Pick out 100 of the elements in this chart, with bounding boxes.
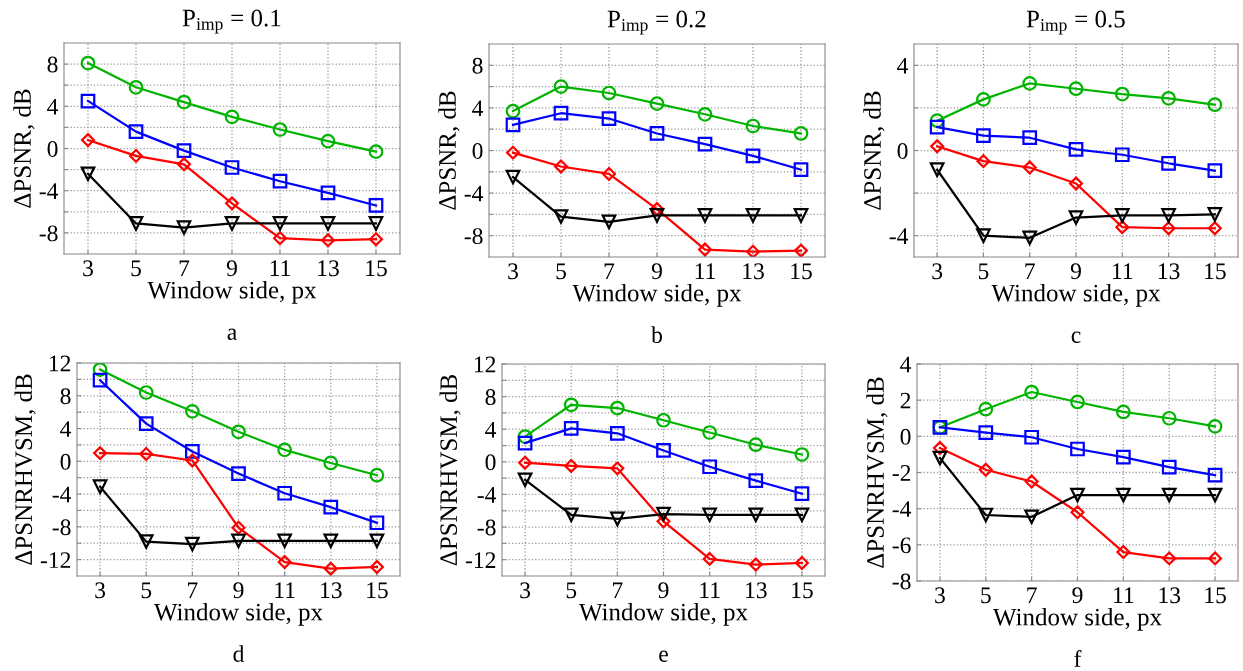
point	[1162, 551, 1177, 566]
point	[177, 157, 191, 172]
point	[554, 159, 568, 174]
x-tick-label: 3	[83, 260, 93, 277]
x-tick-label: 9	[1072, 587, 1083, 604]
x-tick-label: 5	[141, 582, 152, 599]
text: a	[227, 328, 237, 340]
point	[697, 106, 713, 122]
y-tick-label: 4	[47, 98, 59, 115]
x-axis-title: Window side, px	[578, 602, 748, 626]
point	[746, 244, 760, 257]
y-tick-label: 8	[60, 388, 71, 405]
point	[794, 507, 810, 523]
point	[610, 461, 625, 476]
point	[745, 118, 761, 134]
point	[976, 92, 991, 107]
point	[602, 166, 616, 181]
y-tick-label: -4	[52, 486, 72, 503]
x-tick-label: 15	[1205, 263, 1226, 280]
point	[224, 216, 240, 231]
point	[320, 216, 336, 231]
x-tick-label: 11	[695, 263, 715, 279]
text: c	[1071, 331, 1081, 343]
x-tick-label: 9	[1070, 263, 1081, 280]
point	[978, 425, 994, 441]
point	[369, 515, 385, 531]
point	[930, 139, 945, 154]
point	[702, 551, 717, 566]
x-tick-label: 13	[1158, 263, 1180, 280]
point	[1024, 509, 1039, 525]
point	[794, 486, 810, 502]
x-tick-label: 3	[508, 263, 518, 280]
x-tick-label: 11	[1114, 587, 1134, 603]
point	[563, 397, 579, 413]
point	[649, 208, 665, 223]
point	[1161, 155, 1176, 171]
point	[1068, 210, 1084, 225]
y-tick-label: -4	[464, 185, 484, 202]
point	[185, 403, 200, 419]
point	[794, 555, 809, 570]
point	[793, 126, 809, 141]
point	[231, 424, 246, 440]
point	[1116, 404, 1131, 420]
point	[323, 533, 339, 549]
point	[1161, 487, 1177, 503]
point	[517, 472, 533, 488]
x-tick-label: 5	[556, 263, 566, 280]
point	[231, 533, 246, 549]
point	[698, 242, 712, 257]
point	[1070, 505, 1085, 520]
point	[793, 162, 809, 178]
point	[1207, 221, 1222, 236]
point	[745, 148, 761, 164]
x-tick-label: 13	[318, 260, 339, 277]
point	[1022, 230, 1038, 246]
point	[702, 507, 717, 523]
point	[563, 507, 579, 523]
text: e	[659, 650, 668, 662]
point	[1161, 410, 1177, 426]
point	[1207, 467, 1223, 483]
x-tick-label: 11	[700, 582, 720, 598]
point	[1022, 160, 1037, 175]
x-tick-label: 15	[367, 582, 388, 599]
point	[1207, 163, 1223, 179]
y-tick-label: 4	[897, 57, 909, 74]
y-tick-label: 8	[485, 389, 496, 406]
point	[505, 103, 521, 119]
point	[93, 446, 108, 461]
point	[553, 105, 569, 121]
point	[517, 429, 533, 444]
y-tick-label: -8	[52, 519, 71, 536]
x-tick-label: 3	[932, 263, 943, 280]
point	[273, 231, 287, 246]
y-tick-label: 12	[49, 355, 71, 372]
point	[553, 79, 569, 94]
x-tick-label: 7	[179, 260, 190, 276]
point	[320, 185, 336, 201]
y-tick-label: 4	[60, 421, 72, 437]
chart-title: P$_{imp}$ = 0.5	[1026, 10, 1125, 35]
x-tick-label: 13	[1159, 587, 1181, 604]
point	[1024, 474, 1039, 489]
point	[1207, 207, 1223, 222]
point	[793, 208, 809, 223]
x-axis-title: Window side, px	[992, 607, 1162, 631]
point	[563, 421, 579, 436]
y-tick-label: 0	[485, 454, 496, 471]
point	[1161, 221, 1176, 236]
y-tick-label: -12	[465, 552, 496, 568]
y-tick-label: -2	[892, 465, 911, 481]
point	[1070, 394, 1085, 410]
point	[224, 160, 240, 175]
y-tick-label: 4	[472, 100, 484, 117]
point	[368, 144, 384, 160]
y-tick-label: 4	[900, 356, 912, 373]
point	[656, 514, 671, 529]
point	[1024, 384, 1039, 400]
x-tick-label: 3	[935, 587, 945, 604]
point	[138, 534, 154, 549]
point	[1024, 429, 1039, 445]
y-axis-title: ΔPSNR, dB	[863, 91, 885, 210]
